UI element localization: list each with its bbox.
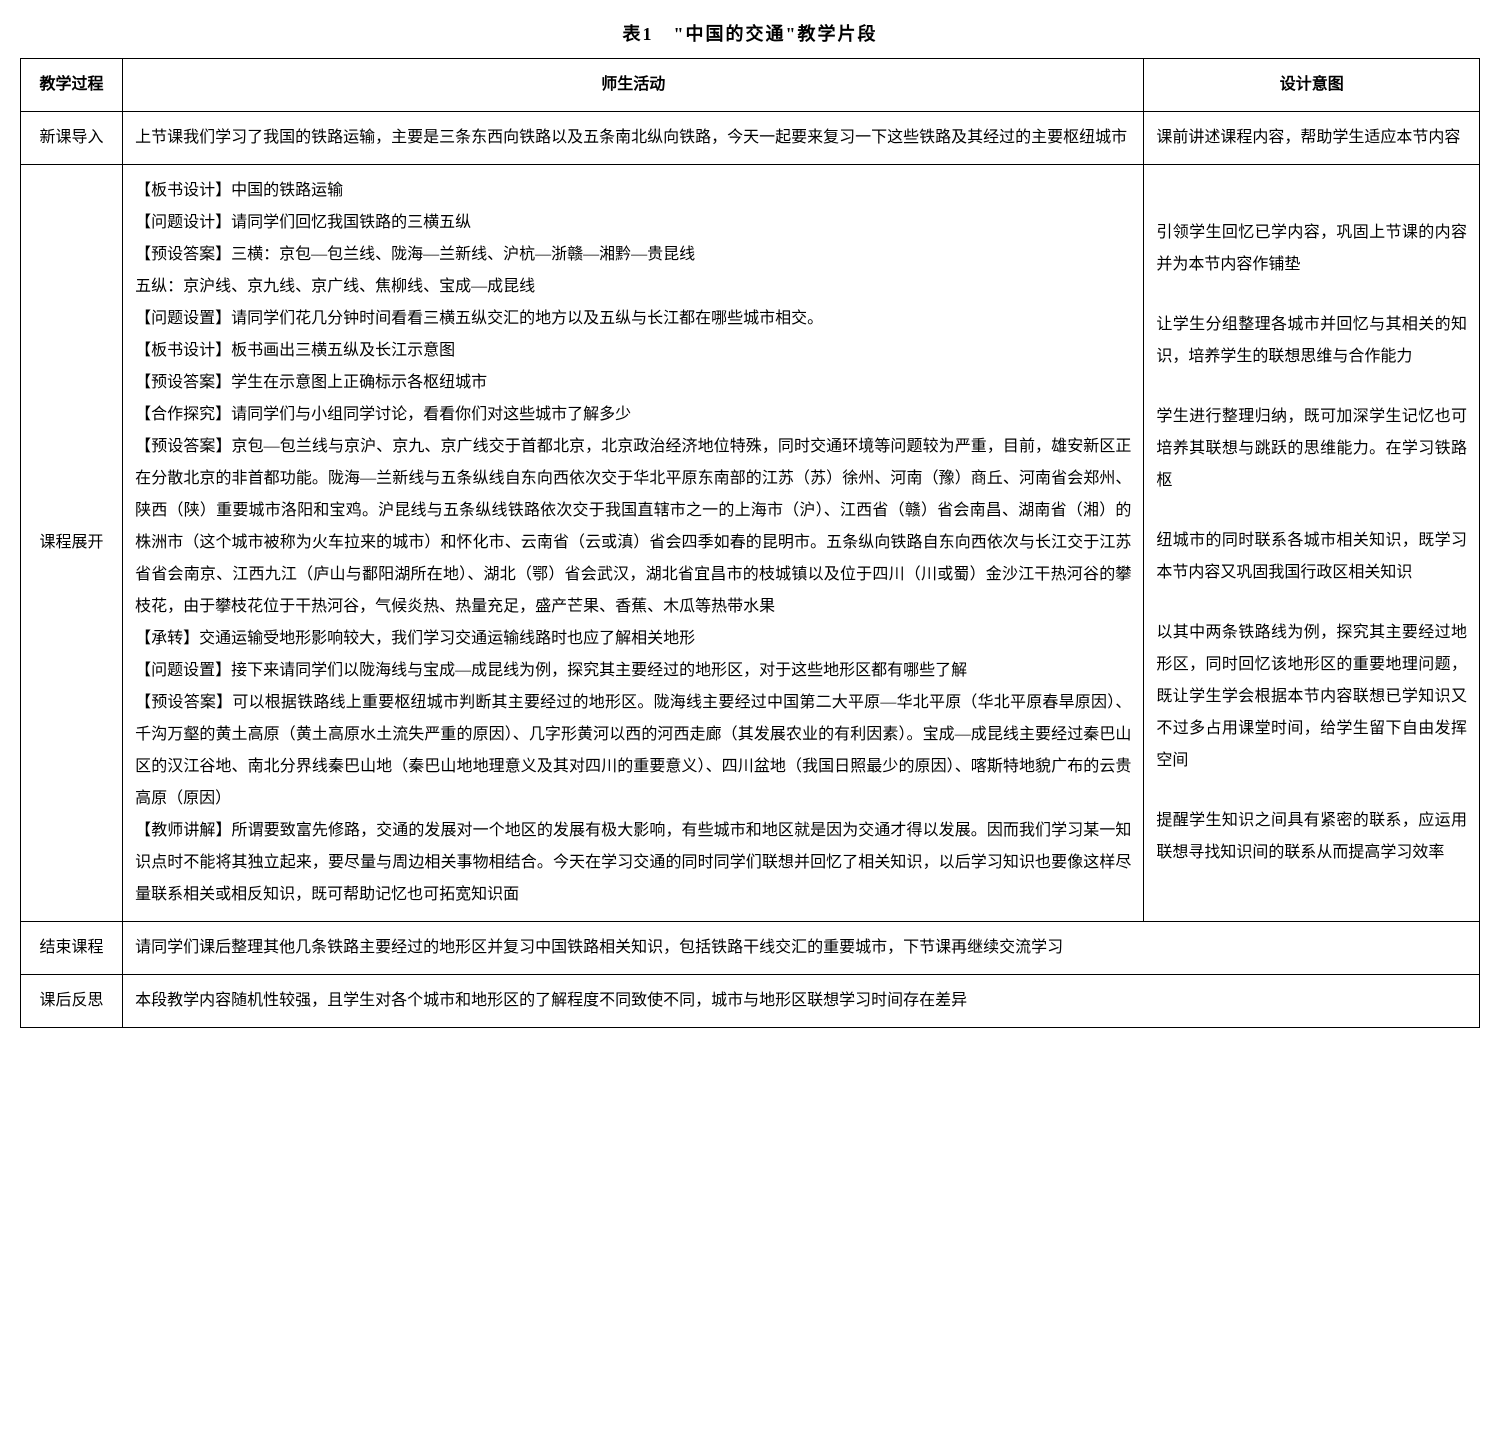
activity-line: 【承转】交通运输受地形影响较大，我们学习交通运输线路时也应了解相关地形 xyxy=(135,623,1131,655)
activity-line: 【板书设计】板书画出三横五纵及长江示意图 xyxy=(135,335,1131,367)
activity-line: 【教师讲解】所谓要致富先修路，交通的发展对一个地区的发展有极大影响，有些城市和地… xyxy=(135,815,1131,911)
row-intro: 新课导入 上节课我们学习了我国的铁路运输，主要是三条东西向铁路以及五条南北纵向铁… xyxy=(21,112,1480,165)
activity-line: 【问题设置】接下来请同学们以陇海线与宝成—成昆线为例，探究其主要经过的地形区，对… xyxy=(135,655,1131,687)
row-end: 结束课程 请同学们课后整理其他几条铁路主要经过的地形区并复习中国铁路相关知识，包… xyxy=(21,922,1480,975)
intent-block: 学生进行整理归纳，既可加深学生记忆也可培养其联想与跳跃的思维能力。在学习铁路枢 xyxy=(1156,401,1467,497)
activity-line: 【预设答案】京包—包兰线与京沪、京九、京广线交于首都北京，北京政治经济地位特殊，… xyxy=(135,431,1131,623)
table-header-row: 教学过程 师生活动 设计意图 xyxy=(21,59,1480,112)
intro-stage: 新课导入 xyxy=(21,112,123,165)
activity-line: 【预设答案】学生在示意图上正确标示各枢纽城市 xyxy=(135,367,1131,399)
reflect-stage: 课后反思 xyxy=(21,975,123,1028)
header-intent: 设计意图 xyxy=(1144,59,1480,112)
activity-line: 【问题设计】请同学们回忆我国铁路的三横五纵 xyxy=(135,207,1131,239)
activity-line: 【板书设计】中国的铁路运输 xyxy=(135,175,1131,207)
develop-activity: 【板书设计】中国的铁路运输【问题设计】请同学们回忆我国铁路的三横五纵【预设答案】… xyxy=(123,165,1144,922)
end-stage: 结束课程 xyxy=(21,922,123,975)
intent-block: 提醒学生知识之间具有紧密的联系，应运用联想寻找知识间的联系从而提高学习效率 xyxy=(1156,805,1467,869)
intent-block: 以其中两条铁路线为例，探究其主要经过地形区，同时回忆该地形区的重要地理问题，既让… xyxy=(1156,617,1467,777)
activity-line: 【合作探究】请同学们与小组同学讨论，看看你们对这些城市了解多少 xyxy=(135,399,1131,431)
row-develop: 课程展开 【板书设计】中国的铁路运输【问题设计】请同学们回忆我国铁路的三横五纵【… xyxy=(21,165,1480,922)
lesson-table: 教学过程 师生活动 设计意图 新课导入 上节课我们学习了我国的铁路运输，主要是三… xyxy=(20,58,1480,1028)
activity-line: 【问题设置】请同学们花几分钟时间看看三横五纵交汇的地方以及五纵与长江都在哪些城市… xyxy=(135,303,1131,335)
header-activity: 师生活动 xyxy=(123,59,1144,112)
intro-intent: 课前讲述课程内容，帮助学生适应本节内容 xyxy=(1144,112,1480,165)
row-reflect: 课后反思 本段教学内容随机性较强，且学生对各个城市和地形区的了解程度不同致使不同… xyxy=(21,975,1480,1028)
intent-block: 让学生分组整理各城市并回忆与其相关的知识，培养学生的联想思维与合作能力 xyxy=(1156,309,1467,373)
activity-line: 【预设答案】三横：京包—包兰线、陇海—兰新线、沪杭—浙赣—湘黔—贵昆线 xyxy=(135,239,1131,271)
reflect-activity: 本段教学内容随机性较强，且学生对各个城市和地形区的了解程度不同致使不同，城市与地… xyxy=(123,975,1480,1028)
intro-activity: 上节课我们学习了我国的铁路运输，主要是三条东西向铁路以及五条南北纵向铁路，今天一… xyxy=(123,112,1144,165)
end-activity: 请同学们课后整理其他几条铁路主要经过的地形区并复习中国铁路相关知识，包括铁路干线… xyxy=(123,922,1480,975)
intent-block: 纽城市的同时联系各城市相关知识，既学习本节内容又巩固我国行政区相关知识 xyxy=(1156,525,1467,589)
header-stage: 教学过程 xyxy=(21,59,123,112)
activity-line: 五纵：京沪线、京九线、京广线、焦柳线、宝成—成昆线 xyxy=(135,271,1131,303)
develop-intent: 引领学生回忆已学内容，巩固上节课的内容并为本节内容作铺垫让学生分组整理各城市并回… xyxy=(1144,165,1480,922)
activity-line: 【预设答案】可以根据铁路线上重要枢纽城市判断其主要经过的地形区。陇海线主要经过中… xyxy=(135,687,1131,815)
develop-stage: 课程展开 xyxy=(21,165,123,922)
intent-block: 引领学生回忆已学内容，巩固上节课的内容并为本节内容作铺垫 xyxy=(1156,217,1467,281)
table-caption: 表1 "中国的交通"教学片段 xyxy=(20,20,1480,46)
